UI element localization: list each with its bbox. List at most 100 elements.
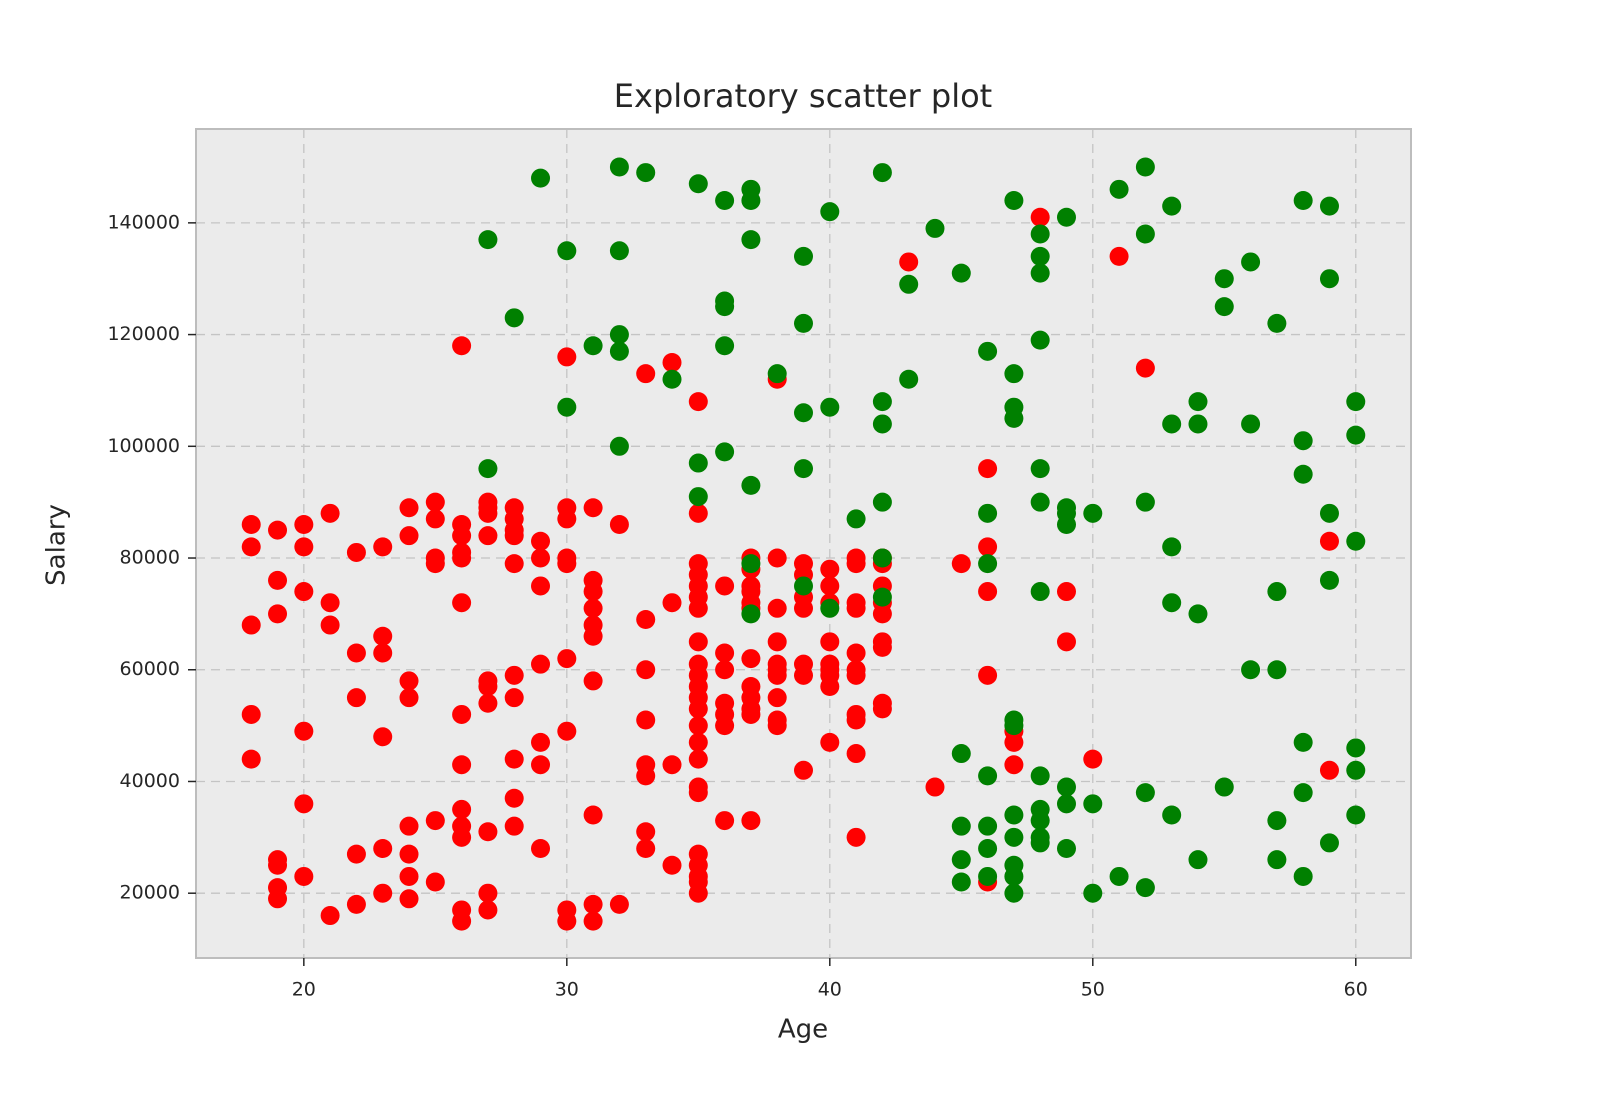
point (1267, 660, 1287, 680)
point (1083, 503, 1103, 523)
point (1083, 749, 1103, 769)
point (399, 889, 419, 909)
point (662, 353, 682, 373)
point (1109, 246, 1129, 266)
point (425, 492, 445, 512)
point (294, 582, 314, 602)
point (1214, 297, 1234, 317)
x-tick-label: 20 (292, 979, 316, 1001)
point (583, 582, 603, 602)
point (1004, 716, 1024, 736)
point (399, 671, 419, 691)
point (688, 732, 708, 752)
point (346, 542, 366, 562)
point (846, 665, 866, 685)
point (1135, 492, 1155, 512)
point (1135, 878, 1155, 898)
y-tick-label: 80000 (120, 547, 180, 569)
point (531, 168, 551, 188)
point (557, 554, 577, 574)
point (925, 777, 945, 797)
point (1346, 425, 1366, 445)
point (741, 230, 761, 250)
point (636, 710, 656, 730)
point (1293, 191, 1313, 211)
point (1004, 805, 1024, 825)
point (688, 699, 708, 719)
point (794, 760, 813, 780)
point (1214, 777, 1234, 797)
point (320, 906, 340, 926)
point (741, 811, 761, 831)
point (688, 716, 708, 736)
point (452, 593, 472, 613)
point (1267, 850, 1287, 870)
point (872, 163, 892, 183)
point (320, 593, 340, 613)
point (1056, 632, 1076, 652)
point (1188, 850, 1208, 870)
point (241, 749, 261, 769)
point (504, 788, 524, 808)
point (1346, 392, 1366, 412)
point (425, 509, 445, 529)
point (583, 911, 603, 931)
point (373, 727, 393, 747)
point (1346, 738, 1366, 758)
x-tick-label: 30 (555, 979, 579, 1001)
point (846, 598, 866, 618)
point (478, 883, 498, 903)
point (1293, 431, 1313, 451)
point (662, 755, 682, 775)
point (1188, 414, 1208, 434)
point (872, 414, 892, 434)
point (1293, 732, 1313, 752)
point (741, 649, 761, 669)
y-tick-label: 40000 (120, 770, 180, 792)
point (662, 855, 682, 875)
point (346, 894, 366, 914)
point (241, 704, 261, 724)
point (978, 866, 998, 886)
point (1056, 515, 1076, 535)
point (688, 174, 708, 194)
point (1319, 531, 1339, 551)
point (794, 665, 813, 685)
point (899, 369, 919, 389)
point (346, 643, 366, 663)
point (899, 274, 919, 294)
y-tick-label: 20000 (120, 882, 180, 904)
point (872, 587, 892, 607)
point (504, 554, 524, 574)
point (978, 537, 998, 557)
point (268, 604, 288, 624)
point (820, 559, 840, 579)
point (583, 805, 603, 825)
point (741, 191, 761, 211)
plot-frame (195, 128, 1412, 959)
point (794, 403, 813, 423)
point (609, 515, 629, 535)
point (583, 626, 603, 646)
point (478, 230, 498, 250)
point (688, 453, 708, 473)
point (1030, 766, 1050, 786)
point (1293, 464, 1313, 484)
point (294, 515, 314, 535)
point (1004, 755, 1024, 775)
point (1004, 827, 1024, 847)
point (820, 632, 840, 652)
plot-area (196, 129, 1411, 958)
point (1056, 839, 1076, 859)
point (1109, 866, 1129, 886)
point (794, 313, 813, 333)
point (478, 526, 498, 546)
point (478, 693, 498, 713)
point (1109, 179, 1129, 199)
point (662, 593, 682, 613)
point (767, 632, 787, 652)
point (478, 822, 498, 842)
point (820, 598, 840, 618)
